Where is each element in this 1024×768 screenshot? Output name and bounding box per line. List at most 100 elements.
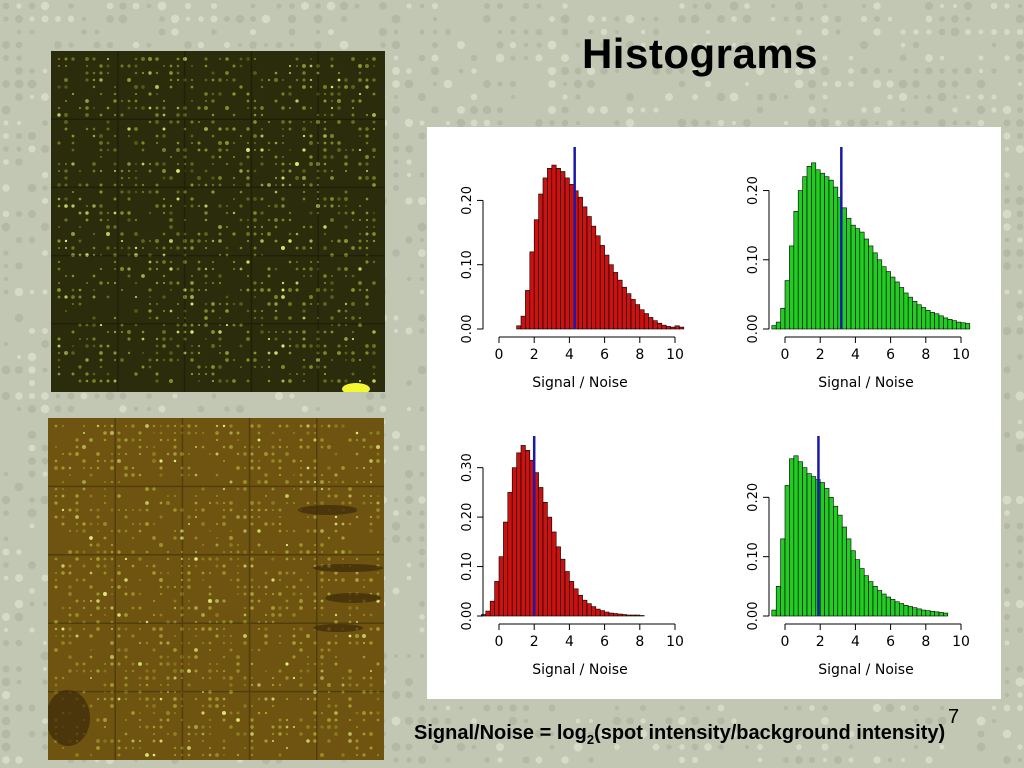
histogram-bar bbox=[626, 614, 632, 617]
histogram-bar bbox=[921, 609, 927, 617]
y-tick-label: 0.20 bbox=[746, 176, 761, 205]
histogram-bar bbox=[784, 485, 790, 617]
y-tick-label: 0.30 bbox=[460, 453, 475, 482]
histogram-bar bbox=[907, 296, 913, 330]
histogram-bar bbox=[613, 272, 619, 330]
histogram-bar bbox=[894, 281, 900, 330]
histogram-bar bbox=[929, 312, 935, 330]
histogram-bar bbox=[630, 299, 636, 330]
histogram-bar bbox=[621, 286, 627, 330]
histogram-bar bbox=[859, 568, 865, 617]
histogram-bar bbox=[934, 313, 940, 330]
histogram-bar bbox=[877, 590, 883, 617]
histogram-bar bbox=[674, 325, 680, 330]
x-tick-label: 2 bbox=[530, 347, 539, 363]
histogram-bar bbox=[498, 556, 504, 617]
histogram-bar bbox=[626, 293, 632, 330]
x-tick-label: 0 bbox=[495, 347, 504, 363]
histogram-bar bbox=[608, 612, 614, 617]
x-tick-label: 4 bbox=[565, 634, 574, 650]
histogram-bar bbox=[903, 292, 909, 330]
microarray-spots bbox=[54, 424, 380, 757]
histogram-bar bbox=[881, 593, 887, 617]
microarray-image-bottom bbox=[48, 418, 384, 760]
histogram-bar bbox=[542, 177, 548, 330]
histogram-bar bbox=[551, 531, 557, 617]
x-tick-label: 2 bbox=[530, 634, 539, 650]
smudge bbox=[48, 690, 90, 746]
microarray-grid-lines bbox=[48, 418, 384, 760]
histogram-bar bbox=[833, 505, 839, 617]
microarray-background bbox=[48, 418, 384, 760]
histogram-bars bbox=[771, 162, 971, 330]
histogram-bar bbox=[789, 245, 795, 330]
histogram-bar bbox=[850, 224, 856, 330]
histogram-bar bbox=[885, 596, 891, 617]
histogram-bar bbox=[520, 315, 526, 330]
smudge bbox=[313, 564, 383, 572]
x-tick-label: 8 bbox=[635, 347, 644, 363]
histogram-bar bbox=[485, 610, 491, 617]
x-tick-label: 0 bbox=[495, 634, 504, 650]
x-axis: 0 2 4 6 8 10 Signal / Noise bbox=[495, 336, 684, 391]
x-tick-label: 10 bbox=[666, 347, 684, 363]
bright-spot bbox=[342, 383, 370, 392]
histogram-bar bbox=[943, 317, 949, 330]
histogram-bar bbox=[793, 211, 799, 330]
histogram-bar bbox=[569, 581, 575, 617]
histogram-bar bbox=[960, 322, 966, 330]
histogram-bar bbox=[841, 526, 847, 617]
histogram-charts: 0 2 4 6 8 10 Signal / Noise 0.00 0.10 0.20 0 2 4 6 8 10… bbox=[460, 147, 971, 678]
y-tick-label: 0.00 bbox=[746, 315, 761, 344]
histogram-bar bbox=[604, 611, 610, 617]
histogram-bar bbox=[868, 581, 874, 617]
histogram-bar bbox=[555, 167, 561, 330]
histogram-bar bbox=[511, 467, 517, 617]
histogram-bar bbox=[613, 613, 619, 617]
histogram-bar bbox=[516, 325, 522, 330]
histogram-bar bbox=[841, 207, 847, 330]
y-tick-label: 0.20 bbox=[746, 483, 761, 512]
histogram-bar bbox=[529, 251, 535, 330]
histogram-bar bbox=[780, 538, 786, 617]
histogram-bar bbox=[951, 320, 957, 330]
histogram-bar bbox=[599, 245, 605, 330]
x-axis-label: Signal / Noise bbox=[818, 662, 913, 678]
histogram-bar bbox=[494, 581, 500, 617]
microarray-grid-lines bbox=[51, 51, 385, 392]
x-tick-label: 4 bbox=[851, 634, 860, 650]
histogram-bar bbox=[560, 558, 566, 617]
x-axis: 0 2 4 6 8 10 Signal / Noise bbox=[495, 623, 684, 678]
histogram-bar bbox=[806, 166, 812, 330]
x-tick-label: 10 bbox=[952, 347, 970, 363]
histogram-bar bbox=[850, 550, 856, 617]
histogram-bar bbox=[569, 184, 575, 330]
histogram-bar bbox=[577, 594, 583, 617]
histogram-bar bbox=[806, 473, 812, 617]
histogram-bar bbox=[872, 586, 878, 617]
histogram-bar bbox=[846, 538, 852, 617]
histogram-panel: 0 2 4 6 8 10 Signal / Noise 0.00 0.10 0.20 0 2 4 6 8 10… bbox=[427, 127, 1001, 699]
microarray-image-top bbox=[51, 51, 385, 392]
x-tick-label: 6 bbox=[886, 347, 895, 363]
histogram-bar bbox=[815, 169, 821, 330]
histogram-bar bbox=[665, 326, 671, 330]
y-tick-label: 0.00 bbox=[746, 602, 761, 631]
histogram-bar bbox=[621, 614, 627, 617]
histogram-bar bbox=[586, 216, 592, 330]
histogram-bar bbox=[819, 482, 825, 617]
histogram-bar bbox=[564, 571, 570, 617]
histogram-bar bbox=[890, 276, 896, 330]
histogram-bar bbox=[503, 521, 509, 617]
caption: Signal/Noise = log2(spot intensity/backg… bbox=[414, 722, 945, 747]
histogram-bar bbox=[784, 280, 790, 330]
histogram-bar bbox=[903, 605, 909, 617]
x-axis-label: Signal / Noise bbox=[818, 375, 913, 391]
histogram-bar bbox=[899, 603, 905, 617]
histogram-bar bbox=[837, 514, 843, 617]
histogram-bar bbox=[824, 176, 830, 330]
x-axis: 0 2 4 6 8 10 Signal / Noise bbox=[781, 623, 970, 678]
histogram-bar bbox=[859, 231, 865, 330]
y-tick-label: 0.10 bbox=[746, 542, 761, 571]
histogram-bar bbox=[525, 290, 531, 330]
